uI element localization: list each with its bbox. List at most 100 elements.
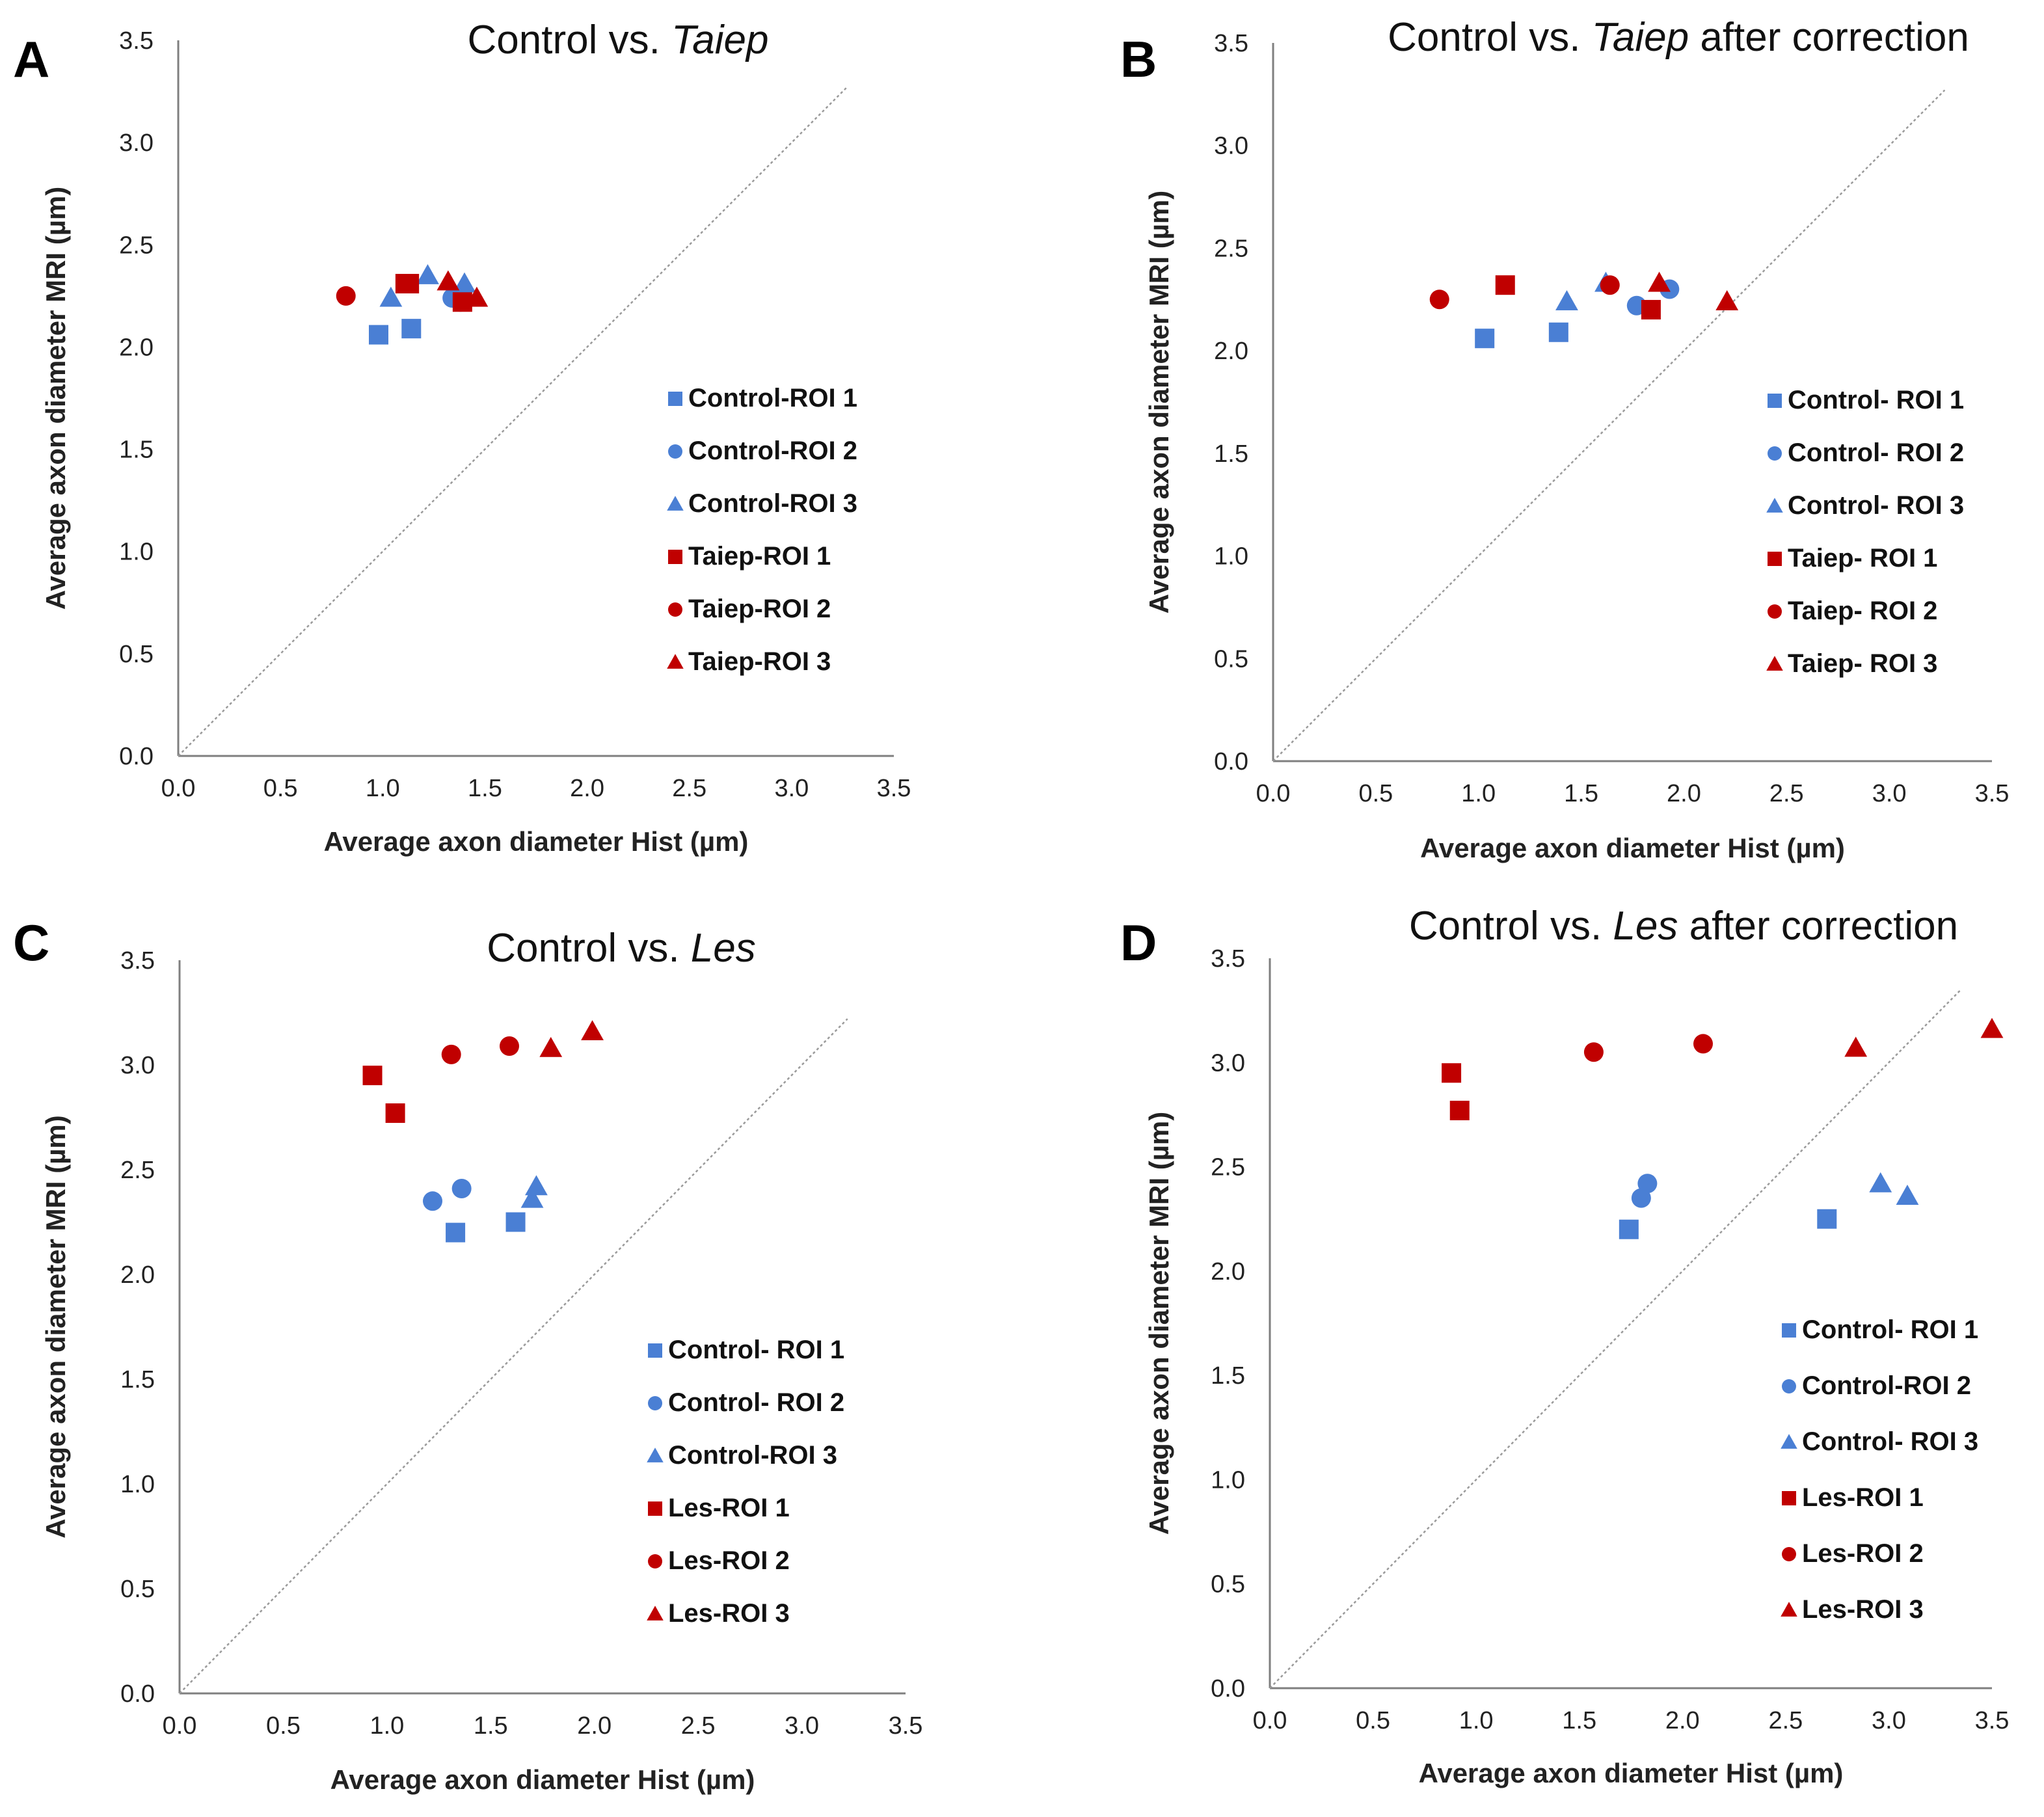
legend-label: Les-ROI 1 [1802, 1483, 1924, 1512]
chart-title-tail: after correction [1678, 904, 1958, 949]
chart-title-italic: Taiep [671, 18, 768, 62]
x-tick-label: 1.5 [1562, 1707, 1596, 1734]
x-tick-label: 3.0 [774, 775, 809, 802]
y-tick-label: 0.5 [1214, 645, 1248, 673]
data-point [416, 264, 439, 284]
y-tick-label: 1.5 [119, 437, 154, 464]
x-tick-label: 0.0 [1253, 1707, 1287, 1734]
legend-marker [1781, 1434, 1797, 1449]
x-tick-label: 3.5 [1975, 1707, 2010, 1734]
panel-label: B [1120, 31, 1157, 88]
data-point [446, 1222, 466, 1243]
data-point [401, 319, 422, 339]
y-axis-label: Average axon diameter MRI (µm) [1144, 1112, 1174, 1535]
data-point [1869, 1172, 1892, 1192]
x-tick-label: 1.5 [1564, 780, 1598, 807]
data-point [1475, 329, 1495, 349]
y-tick-label: 1.0 [119, 539, 154, 566]
data-point [1548, 322, 1568, 342]
x-tick-label: 0.0 [163, 1712, 197, 1740]
panel-label: D [1120, 914, 1157, 971]
data-point [453, 272, 476, 293]
x-axis-label: Average axon diameter Hist (µm) [1420, 833, 1845, 863]
legend-marker [1781, 1602, 1797, 1617]
data-point [1600, 275, 1620, 295]
x-tick-label: 1.0 [1461, 780, 1496, 807]
data-point [1449, 1101, 1470, 1121]
identity-line [178, 87, 848, 757]
chart-title-main: Control vs. [487, 926, 691, 971]
legend-label: Control- ROI 1 [1788, 386, 1964, 414]
x-axis-label: Average axon diameter Hist (µm) [1419, 1758, 1844, 1788]
data-point [1693, 1034, 1713, 1054]
legend-label: Taiep-ROI 1 [688, 542, 831, 571]
data-point [465, 286, 489, 307]
data-point [1817, 1209, 1837, 1229]
y-tick-label: 3.0 [1211, 1049, 1245, 1077]
data-point [1648, 271, 1671, 292]
x-tick-label: 0.5 [1356, 1707, 1390, 1734]
legend-marker [648, 1554, 662, 1568]
data-point [539, 1036, 563, 1057]
x-axis-label: Average axon diameter Hist (µm) [324, 826, 749, 857]
data-point [499, 1036, 519, 1057]
legend-label: Taiep-ROI 3 [688, 647, 831, 676]
y-tick-label: 2.0 [120, 1261, 155, 1289]
data-point [437, 270, 460, 291]
data-point [1555, 290, 1578, 310]
y-tick-label: 1.5 [120, 1366, 155, 1393]
y-tick-label: 3.0 [119, 129, 154, 157]
x-tick-label: 3.0 [1872, 1707, 1906, 1734]
legend-label: Control- ROI 1 [668, 1336, 844, 1364]
data-point [505, 1212, 526, 1232]
chart-title: Control vs. Taiep [468, 18, 769, 62]
legend-marker [647, 1447, 664, 1462]
y-tick-label: 1.5 [1214, 440, 1248, 468]
data-point [1495, 275, 1515, 295]
legend-marker [668, 444, 682, 459]
y-axis-label: Average axon diameter MRI (µm) [40, 1115, 71, 1539]
identity-line [179, 1018, 848, 1694]
legend-label: Taiep- ROI 2 [1788, 597, 1937, 625]
legend-label: Les-ROI 3 [668, 1599, 790, 1628]
y-tick-label: 3.0 [1214, 133, 1248, 160]
legend-label: Control-ROI 2 [688, 437, 857, 465]
data-point [1641, 300, 1661, 320]
data-point [1442, 1063, 1462, 1083]
legend-marker [1782, 1491, 1796, 1505]
legend-marker [1766, 498, 1783, 513]
identity-line [1272, 89, 1946, 762]
x-tick-label: 2.5 [1768, 1707, 1803, 1734]
y-tick-label: 0.5 [120, 1576, 155, 1603]
legend-label: Les-ROI 2 [668, 1546, 790, 1575]
legend-marker [1766, 656, 1783, 671]
y-tick-label: 2.5 [1211, 1154, 1245, 1181]
legend-marker [1768, 446, 1782, 461]
legend-marker [648, 1343, 662, 1358]
x-tick-label: 3.5 [877, 775, 911, 802]
x-tick-label: 3.5 [1975, 780, 2010, 807]
y-axis-label: Average axon diameter MRI (µm) [40, 187, 71, 610]
data-point [1980, 1017, 2004, 1038]
legend-label: Control- ROI 3 [1788, 491, 1964, 520]
x-tick-label: 1.5 [468, 775, 502, 802]
y-tick-label: 3.5 [1211, 945, 1245, 973]
data-point [1637, 1174, 1658, 1194]
legend-marker [1768, 552, 1782, 566]
legend-label: Control-ROI 3 [688, 489, 857, 518]
data-point [369, 325, 388, 345]
x-tick-label: 3.5 [889, 1712, 923, 1740]
chart-title-italic: Taiep [1592, 15, 1689, 60]
identity-line [1269, 989, 1962, 1689]
y-tick-label: 3.5 [119, 27, 154, 55]
data-point [399, 274, 420, 293]
x-tick-label: 1.0 [366, 775, 400, 802]
chart-title-main: Control vs. [1409, 904, 1613, 949]
y-tick-label: 2.0 [1214, 338, 1248, 365]
legend-marker [1782, 1323, 1796, 1338]
legend-marker [668, 602, 682, 617]
legend-marker [648, 1501, 662, 1516]
legend-marker [1768, 394, 1782, 408]
legend-label: Les-ROI 3 [1802, 1595, 1924, 1624]
